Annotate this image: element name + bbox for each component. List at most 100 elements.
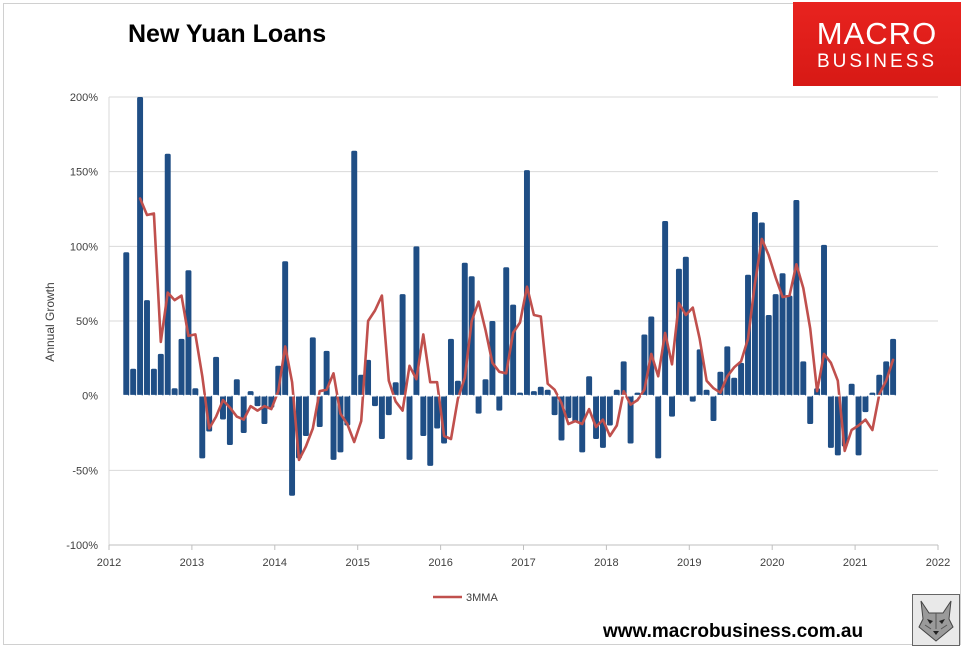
bar (130, 368, 137, 396)
bar (551, 395, 558, 416)
bar (496, 395, 503, 411)
bar (427, 395, 434, 466)
bar (862, 395, 869, 413)
bar (399, 294, 406, 396)
bar (503, 267, 510, 396)
bar (289, 395, 296, 496)
bar (178, 338, 185, 396)
bar (475, 395, 482, 414)
legend: 3MMA (433, 592, 498, 604)
bar (233, 379, 240, 396)
bar (199, 395, 206, 459)
bar (523, 170, 530, 396)
bar (751, 211, 758, 396)
bar (392, 382, 399, 396)
bar (302, 395, 309, 436)
bar (827, 395, 834, 448)
bar (772, 294, 779, 396)
x-tick-label: 2020 (760, 557, 784, 569)
bar (834, 395, 841, 456)
bar (537, 386, 544, 396)
y-axis-ticks: 200% 150% 100% 50% 0% -50% -100% (66, 92, 98, 552)
y-tick-label: 150% (70, 167, 98, 179)
bar (378, 395, 385, 439)
bar (613, 389, 620, 396)
bar (544, 389, 551, 396)
bar (669, 395, 675, 417)
x-tick-label: 2019 (677, 557, 701, 569)
x-axis-ticks: 2012 2013 2014 2015 2016 2017 2018 2019 2020 2021… (97, 545, 950, 569)
x-tick-label: 2015 (345, 557, 369, 569)
bar (662, 220, 669, 396)
bar (807, 395, 814, 425)
line-series (138, 197, 895, 462)
bar (793, 200, 800, 396)
gridlines (108, 96, 938, 546)
bar (738, 362, 745, 396)
x-tick-label: 2018 (594, 557, 618, 569)
y-axis-title: Annual Growth (43, 282, 57, 361)
logo-text-macro: MACRO (816, 16, 938, 51)
y-tick-label: 200% (70, 92, 98, 104)
bar (164, 153, 171, 396)
macrobusiness-logo[interactable]: MACRO BUSINESS (793, 2, 961, 86)
bar (365, 359, 372, 396)
bar-series (123, 97, 897, 496)
bar (261, 395, 268, 425)
bar (344, 395, 351, 426)
bar (247, 391, 254, 396)
bar (137, 97, 144, 396)
bar (689, 395, 696, 402)
bar (565, 395, 572, 419)
bar (282, 261, 289, 396)
bar (731, 377, 738, 396)
bar (330, 395, 337, 460)
bar (385, 395, 392, 416)
bar (372, 395, 378, 407)
y-tick-label: -100% (66, 540, 98, 552)
y-tick-label: -50% (72, 465, 98, 477)
bar (123, 252, 130, 396)
bar (240, 395, 247, 433)
bar (226, 395, 233, 445)
x-tick-label: 2021 (843, 557, 867, 569)
bar (710, 395, 717, 422)
bar (779, 273, 786, 396)
legend-label-3mma: 3MMA (466, 592, 498, 604)
bar (675, 268, 682, 396)
x-tick-label: 2016 (428, 557, 452, 569)
bar (786, 295, 793, 396)
bar (150, 368, 157, 396)
x-tick-label: 2012 (97, 557, 121, 569)
x-tick-label: 2017 (511, 557, 535, 569)
bar (758, 222, 765, 396)
x-tick-label: 2014 (263, 557, 287, 569)
x-tick-label: 2013 (180, 557, 204, 569)
bar (482, 379, 489, 396)
bar (447, 338, 454, 396)
bar (157, 353, 164, 396)
logo-text-business: BUSINESS (816, 51, 938, 72)
footer-url[interactable]: www.macrobusiness.com.au (603, 621, 864, 642)
bar (890, 338, 897, 396)
bar (406, 395, 413, 460)
x-tick-label: 2022 (926, 557, 950, 569)
bar (800, 361, 807, 396)
bar (510, 304, 517, 396)
bar (655, 395, 662, 459)
bar (696, 349, 703, 396)
bar (351, 150, 358, 396)
bar (593, 395, 600, 439)
bar (586, 376, 593, 396)
bar (144, 300, 150, 396)
y-tick-label: 50% (76, 316, 98, 328)
bar (420, 395, 427, 436)
bar (413, 246, 420, 396)
chart-frame (3, 3, 961, 645)
y-tick-label: 100% (70, 241, 98, 253)
bar (682, 256, 689, 396)
bar (848, 383, 855, 396)
y-tick-label: 0% (82, 391, 98, 403)
bar (468, 276, 475, 396)
